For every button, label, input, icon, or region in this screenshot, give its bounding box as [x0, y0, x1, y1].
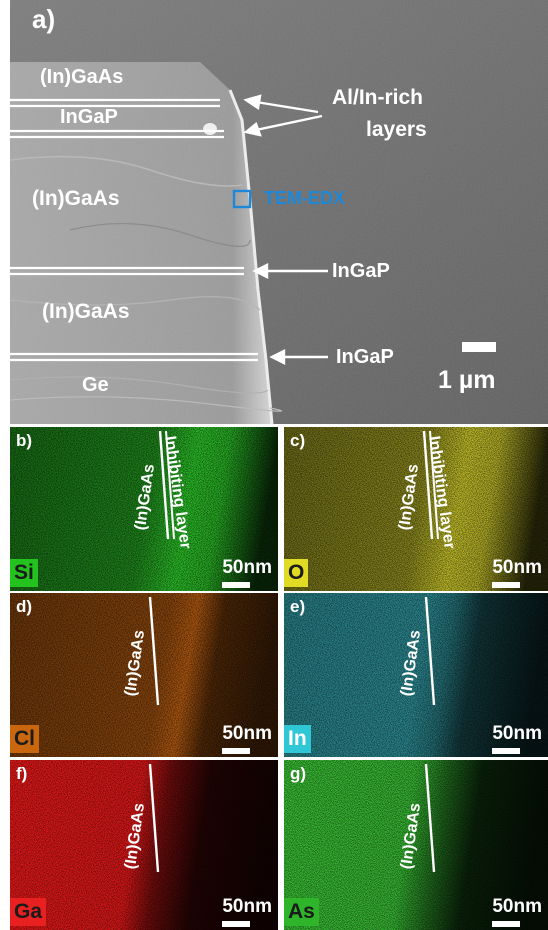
surface-particle [203, 123, 217, 135]
scale-bar-50nm [222, 921, 250, 927]
edx-map-o: c) (In)GaAs Inhibiting layer O 50nm [284, 427, 548, 591]
interface-line [424, 763, 436, 873]
element-tag-cl: Cl [10, 725, 39, 753]
scale-label-50nm: 50nm [492, 896, 542, 917]
panel-f-label: f) [16, 764, 28, 783]
element-tag-o: O [284, 559, 309, 587]
panel-g-label: g) [290, 764, 307, 783]
scale-bar-50nm [222, 582, 250, 588]
interface-line [148, 763, 160, 873]
panel-e-label: e) [290, 597, 306, 616]
tem-edx-label: TEM-EDX [264, 188, 345, 208]
layer-label-ingaas-top: (In)GaAs [40, 66, 124, 88]
ingap-label-1: InGaP [332, 260, 390, 282]
scale-label-50nm: 50nm [492, 723, 542, 744]
sem-cross-section-panel: a) (In)GaAs InGaP (In)GaAs (In)GaAs Ge A… [10, 0, 548, 424]
edx-map-image-o [284, 427, 548, 591]
edx-map-image-as [284, 760, 548, 930]
scale-label-50nm: 50nm [222, 723, 272, 744]
panel-a-label: a) [32, 4, 56, 34]
alin-rich-label-line2: layers [366, 118, 427, 141]
panel-c-label: c) [290, 431, 306, 450]
edx-map-image-in [284, 593, 548, 757]
edx-map-ga: f) (In)GaAs Ga 50nm [10, 760, 278, 930]
layer-markers [10, 98, 258, 362]
alin-rich-label-line1: Al/In-rich [332, 86, 424, 109]
scale-label-50nm: 50nm [492, 557, 542, 578]
scale-label-50nm: 50nm [222, 896, 272, 917]
layer-label-ingaas-lower: (In)GaAs [42, 300, 130, 323]
element-tag-in: In [284, 725, 311, 753]
inhibiting-layer-line [165, 430, 175, 540]
interface-line [158, 430, 170, 540]
ingap-label-2: InGaP [336, 346, 394, 368]
scale-label-50nm: 50nm [222, 557, 272, 578]
scale-bar-1um [462, 342, 496, 352]
edx-map-in: e) (In)GaAs In 50nm [284, 593, 548, 757]
sem-image [10, 0, 548, 424]
interface-line [148, 596, 160, 706]
edx-map-as: g) (In)GaAs As 50nm [284, 760, 548, 930]
scale-bar-50nm [492, 582, 520, 588]
layer-label-ingaas-middle: (In)GaAs [32, 187, 120, 210]
annotation-arrows [243, 94, 328, 365]
element-tag-si: Si [10, 559, 38, 587]
edx-map-image-cl [10, 593, 278, 757]
panel-d-label: d) [16, 597, 33, 616]
layer-label-ge: Ge [82, 374, 109, 396]
tem-edx-region-box [232, 189, 252, 209]
scale-bar-50nm [492, 921, 520, 927]
edx-map-image-si [10, 427, 278, 591]
edx-map-si: b) (In)GaAs Inhibiting layer Si 50nm [10, 427, 278, 591]
panel-b-label: b) [16, 431, 33, 450]
element-tag-as: As [284, 898, 319, 926]
layer-label-ingap: InGaP [60, 106, 118, 128]
interface-line [424, 596, 436, 706]
scale-label-1um: 1 µm [438, 366, 496, 394]
interface-line [422, 430, 434, 540]
scale-bar-50nm [222, 748, 250, 754]
scale-bar-50nm [492, 748, 520, 754]
edx-map-cl: d) (In)GaAs Cl 50nm [10, 593, 278, 757]
inhibiting-layer-line [429, 430, 439, 540]
edx-map-image-ga [10, 760, 278, 930]
element-tag-ga: Ga [10, 898, 47, 926]
